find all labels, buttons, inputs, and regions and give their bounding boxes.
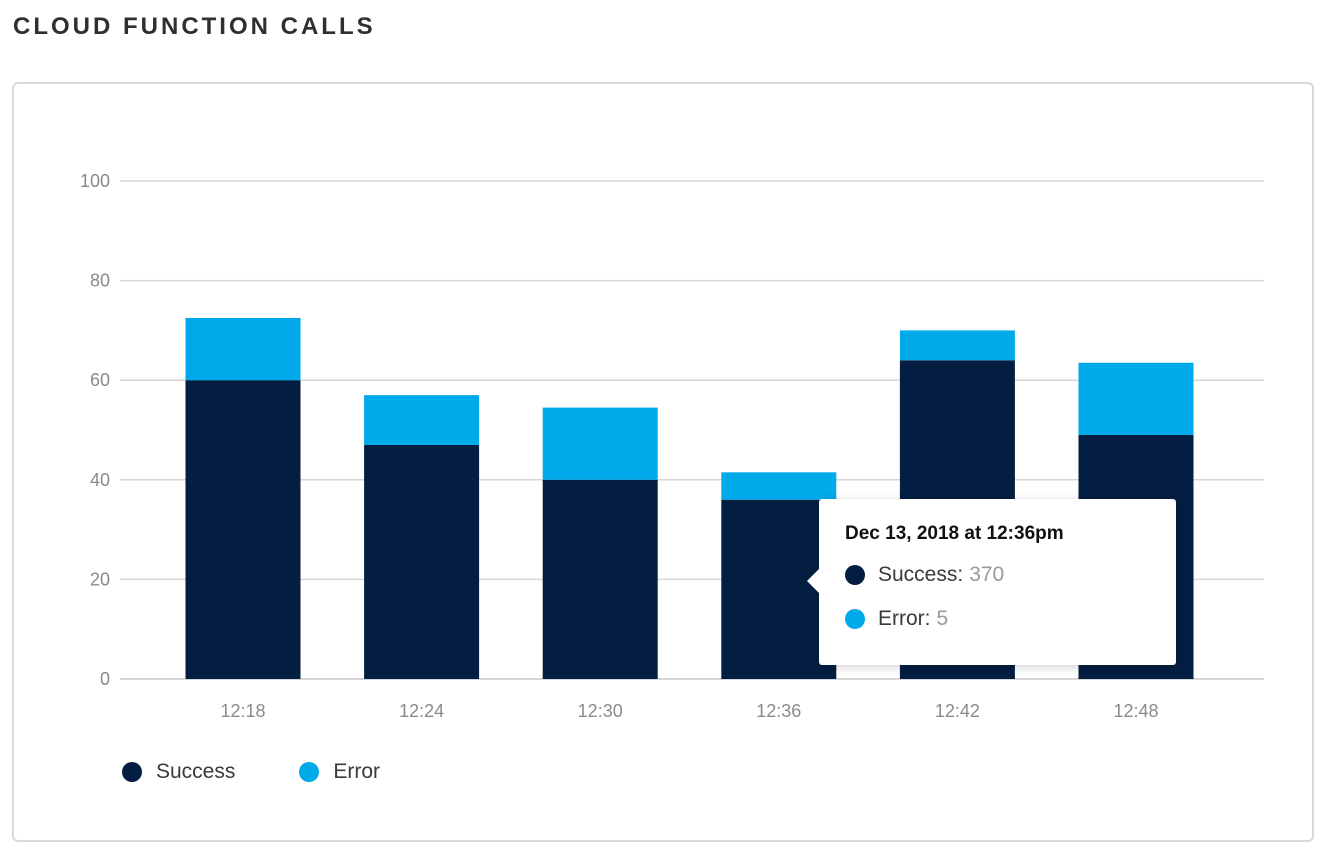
- tooltip-label-error: Error:: [878, 607, 931, 630]
- bar-error-1236[interactable]: [721, 472, 837, 500]
- x-tick-label: 12:48: [1113, 701, 1158, 721]
- error-swatch-icon: [845, 609, 865, 629]
- chart-legend: Success Error: [122, 760, 380, 784]
- legend-label-error: Error: [333, 760, 381, 783]
- tooltip-value-error: 5: [936, 607, 949, 630]
- success-swatch-icon: [845, 565, 865, 585]
- chart-tooltip: Dec 13, 2018 at 12:36pm Success: 370 Err…: [807, 499, 1176, 665]
- legend-item-error[interactable]: Error: [299, 760, 380, 784]
- bar-success-1224[interactable]: [364, 444, 480, 679]
- tooltip-label-success: Success:: [878, 563, 964, 586]
- bar-success-1230[interactable]: [542, 479, 658, 679]
- y-tick-label: 100: [80, 171, 110, 191]
- bar-error-1248[interactable]: [1078, 362, 1194, 435]
- x-tick-label: 12:30: [578, 701, 623, 721]
- y-tick-label: 60: [90, 370, 110, 390]
- x-tick-label: 12:42: [935, 701, 980, 721]
- tooltip-row-error: Error: 5: [845, 607, 1150, 631]
- bar-error-1218[interactable]: [185, 317, 301, 381]
- x-tick-label: 12:18: [220, 701, 265, 721]
- tooltip-row-success: Success: 370: [845, 563, 1150, 587]
- y-tick-label: 80: [90, 271, 110, 291]
- x-tick-label: 12:24: [399, 701, 444, 721]
- tooltip-title: Dec 13, 2018 at 12:36pm: [845, 523, 1064, 544]
- bar-error-1224[interactable]: [364, 395, 480, 445]
- success-swatch-icon: [122, 762, 142, 782]
- y-tick-label: 40: [90, 470, 110, 490]
- error-swatch-icon: [299, 762, 320, 782]
- x-axis-ticks: 12:18 12:24 12:30 12:36 12:42 12:48: [220, 701, 1158, 721]
- bar-error-1242[interactable]: [899, 330, 1015, 361]
- legend-item-success[interactable]: Success: [122, 760, 235, 784]
- bar-error-1230[interactable]: [542, 407, 658, 480]
- page-title: CLOUD FUNCTION CALLS: [13, 13, 376, 40]
- tooltip-arrow: [807, 569, 819, 593]
- legend-label-success: Success: [156, 760, 236, 783]
- y-tick-label: 0: [100, 669, 110, 689]
- bar-success-1218[interactable]: [185, 380, 301, 679]
- grid-lines: [120, 180, 1264, 680]
- y-tick-label: 20: [90, 569, 110, 589]
- tooltip-value-success: 370: [969, 563, 1005, 586]
- y-axis-ticks: 0 20 40 60 80 100: [80, 171, 110, 689]
- x-tick-label: 12:36: [756, 701, 801, 721]
